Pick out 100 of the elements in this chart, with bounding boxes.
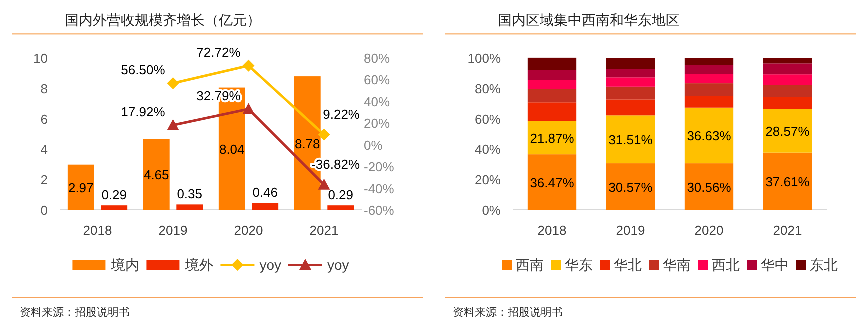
chart-title: 国内区域集中西南和华东地区: [498, 12, 680, 28]
text: 资料来源：招股说明书: [20, 306, 130, 319]
x-tick-label: 2021: [310, 223, 339, 238]
bar: [763, 64, 812, 75]
point: [318, 178, 330, 190]
bar: [143, 139, 170, 210]
bar: [606, 69, 656, 78]
y-tick-label: 100%: [468, 51, 502, 66]
bar: [606, 100, 656, 116]
bar: [528, 80, 577, 90]
point: [167, 78, 180, 90]
data-label: 0.35: [177, 186, 203, 202]
y-tick-label: 0: [40, 203, 48, 218]
bar: [252, 203, 279, 210]
bar: [606, 78, 656, 87]
x-tick-label: 2019: [158, 223, 188, 238]
data-label: 0.29: [328, 188, 354, 203]
legend-label: yoy: [328, 257, 350, 273]
bar: [763, 109, 812, 153]
point: [318, 128, 330, 141]
data-label: 8.78: [294, 136, 320, 152]
bar: [606, 86, 656, 100]
y2-tick-label: -60%: [364, 203, 395, 218]
data-label: 9.22%: [323, 106, 360, 122]
data-label: 36.47%: [530, 175, 575, 190]
data-label: 8.04: [219, 142, 245, 157]
bar: [606, 164, 656, 210]
bar: [68, 164, 94, 210]
bar: [101, 206, 128, 210]
y-tick-label: 80%: [474, 81, 502, 96]
data-label: 30.57%: [608, 180, 654, 195]
y2-tick-label: 80%: [364, 51, 390, 66]
data-label: 0.29: [102, 188, 128, 203]
y2-tick-label: 0%: [364, 138, 384, 153]
legend-label: 境外: [184, 257, 214, 273]
bar: [528, 70, 577, 80]
legend-label: 华中: [761, 257, 789, 273]
legend-label: 华南: [663, 257, 691, 273]
x-tick-label: 2018: [83, 223, 112, 238]
y-tick-label: 6: [40, 112, 48, 127]
bar: [684, 164, 734, 210]
y-tick-label: 8: [40, 81, 48, 96]
y2-tick-label: 20%: [364, 116, 390, 132]
bar: [684, 65, 734, 74]
data-label: 30.56%: [687, 180, 732, 195]
data-label: 31.51%: [608, 132, 654, 148]
bar: [684, 58, 734, 66]
y2-tick-label: 40%: [364, 94, 390, 110]
y2-tick-label: -20%: [364, 160, 395, 175]
text: 资料来源：招股说明书: [453, 306, 563, 319]
x-tick-label: 2019: [616, 223, 646, 238]
data-label: 17.92%: [121, 104, 166, 120]
bar: [528, 89, 577, 103]
bar: [606, 116, 656, 164]
bar: [763, 97, 812, 110]
y-tick-label: 0%: [482, 203, 502, 218]
bar: [684, 96, 734, 108]
x-tick-label: 2018: [538, 223, 567, 238]
bar: [763, 74, 812, 86]
bar: [528, 58, 577, 70]
data-label: 37.61%: [766, 174, 810, 190]
legend-label: 华东: [565, 257, 593, 273]
legend-label: 东北: [810, 257, 838, 273]
y-tick-label: 60%: [474, 112, 502, 127]
bar: [763, 152, 812, 210]
legend-label: yoy: [260, 257, 282, 273]
y-tick-label: 10: [34, 51, 48, 66]
bar: [684, 74, 734, 84]
y2-tick-label: -40%: [364, 181, 395, 196]
x-tick-label: 2020: [694, 223, 724, 238]
bar: [176, 204, 204, 210]
y-tick-label: 2: [40, 172, 48, 188]
data-label: 36.63%: [687, 128, 732, 144]
data-label: 21.87%: [530, 130, 575, 146]
legend-label: 华北: [614, 257, 642, 273]
bar: [684, 108, 734, 164]
point: [242, 103, 255, 114]
bar: [528, 102, 577, 122]
data-label: 28.57%: [766, 124, 810, 140]
data-label: 72.72%: [196, 44, 242, 60]
point: [167, 119, 180, 130]
x-tick-label: 2020: [234, 223, 264, 238]
y2-tick-label: 60%: [364, 72, 390, 88]
data-label: 0.46: [252, 185, 278, 200]
point: [242, 60, 255, 72]
y-tick-label: 20%: [474, 172, 502, 188]
data-label: 56.50%: [121, 62, 166, 78]
y-tick-label: 4: [40, 142, 48, 158]
bar: [606, 58, 656, 70]
legend-label: 西北: [712, 257, 740, 273]
y-tick-label: 40%: [474, 142, 502, 158]
bar: [763, 85, 812, 98]
bar: [528, 154, 577, 210]
chart-title: 国内外营收规模齐增长（亿元）: [65, 12, 261, 28]
bar: [763, 58, 812, 64]
bar: [684, 84, 734, 96]
x-tick-label: 2021: [773, 223, 802, 238]
data-label: 4.65: [144, 168, 170, 183]
data-label: 2.97: [68, 180, 94, 196]
bar: [328, 206, 354, 210]
